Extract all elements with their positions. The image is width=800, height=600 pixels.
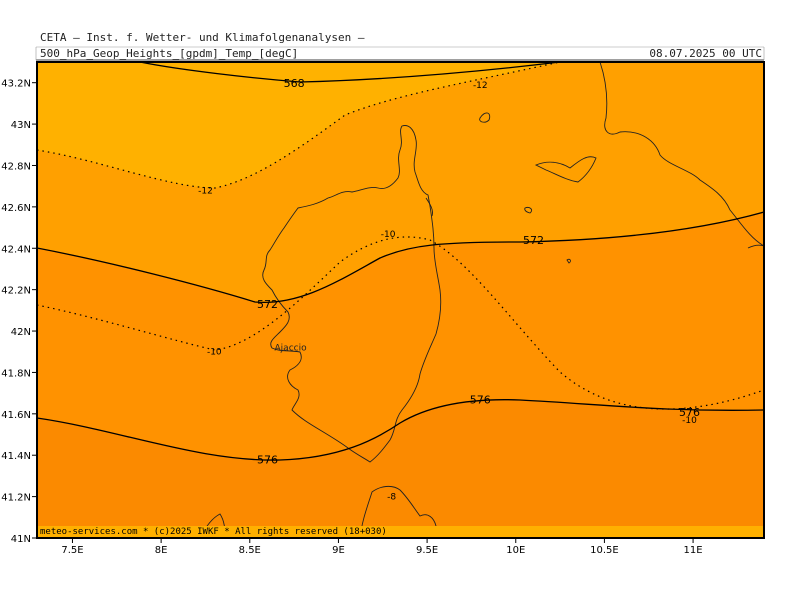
lat-tick-label: 41.2N — [1, 493, 31, 504]
lat-tick-label: 42.8N — [1, 161, 31, 172]
height-label: 568 — [284, 77, 305, 90]
lat-tick-label: 43.2N — [1, 79, 31, 90]
band-cold-top — [37, 62, 560, 188]
footer-strip — [37, 526, 764, 537]
height-label: 572 — [257, 298, 278, 311]
copyright-footer: meteo-services.com * (c)2025 IWKF * All … — [40, 527, 387, 537]
city-markers: Ajaccio — [275, 344, 308, 354]
temp-label: -10 — [682, 416, 697, 426]
lon-tick-label: 7.5E — [61, 545, 83, 556]
lon-tick-label: 10.5E — [590, 545, 619, 556]
height-label: 576 — [679, 406, 700, 419]
lat-tick-label: 41.8N — [1, 368, 31, 379]
lat-tick-label: 41.4N — [1, 451, 31, 462]
temp-label: -10 — [381, 230, 396, 240]
institute-title: CETA — Inst. f. Wetter- und Klimafolgena… — [40, 31, 365, 44]
height-label: 576 — [470, 393, 491, 406]
plot-frame — [36, 61, 765, 539]
lat-tick-label: 42.6N — [1, 203, 31, 214]
field-description: 500_hPa_Geop_Heights_[gpdm]_Temp_[degC] — [40, 47, 299, 60]
contour-576 — [37, 399, 764, 461]
temperature-contours — [37, 62, 764, 410]
temp-label: -8 — [387, 493, 396, 503]
lat-tick-label: 42N — [11, 327, 31, 338]
lat-tick-label: 41N — [11, 534, 31, 545]
temp-label: -10 — [207, 348, 222, 358]
temp-label: -12 — [198, 186, 213, 196]
lon-tick-label: 9E — [332, 545, 345, 556]
temp-label: -12 — [473, 81, 488, 91]
lat-tick-label: 43N — [11, 120, 31, 131]
temp-contour-minus10 — [37, 236, 764, 410]
lat-tick-label: 41.6N — [1, 410, 31, 421]
lon-tick-label: 10E — [506, 545, 525, 556]
height-labels: 568 572 572 576 576 576 — [257, 77, 700, 467]
contour-568 — [139, 62, 561, 83]
lon-tick-label: 9.5E — [416, 545, 438, 556]
valid-datetime: 08.07.2025 00 UTC — [649, 47, 762, 60]
temperature-labels: -12 -12 -10 -10 -10 -8 — [198, 81, 697, 503]
coastlines — [199, 62, 764, 538]
lon-tick-label: 8E — [155, 545, 168, 556]
lon-tick-label: 11E — [684, 545, 703, 556]
lat-tick-label: 42.2N — [1, 286, 31, 297]
height-label: 576 — [257, 453, 278, 466]
lon-tick-label: 8.5E — [239, 545, 261, 556]
city-label-ajaccio: Ajaccio — [275, 344, 308, 354]
contour-572 — [37, 211, 764, 304]
height-label: 572 — [523, 234, 544, 247]
lat-tick-label: 42.4N — [1, 244, 31, 255]
latitude-axis: 41N 41.2N 41.4N 41.6N 41.8N 42N 42.2N 42.4N 42.6… — [1, 79, 37, 545]
longitude-axis: 7.5E 8E 8.5E 9E 9.5E 10E 10.5E 11E — [61, 538, 703, 556]
height-contours — [37, 62, 764, 461]
